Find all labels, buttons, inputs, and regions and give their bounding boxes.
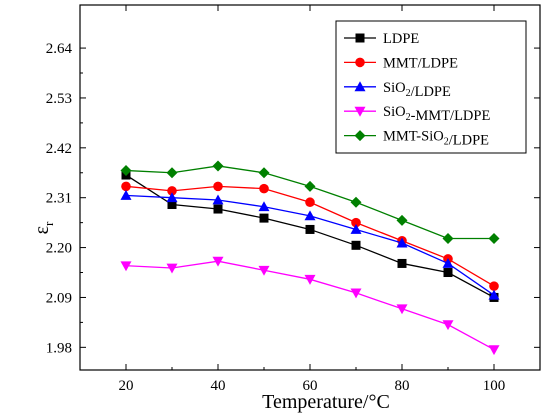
data-point-series-3 — [442, 320, 454, 331]
data-point-series-3 — [396, 304, 408, 315]
data-point-series-2 — [304, 210, 316, 221]
y-tick-label: 2.20 — [46, 241, 72, 257]
data-point-series-3 — [488, 345, 500, 356]
x-tick-label: 100 — [483, 378, 506, 394]
legend-label-part: /LDPE — [411, 84, 451, 100]
y-tick-label: 2.64 — [46, 41, 73, 57]
data-point-series-1 — [121, 181, 131, 192]
legend-marker — [355, 57, 365, 68]
y-axis-label-sub: r — [41, 221, 56, 226]
data-point-series-3 — [212, 256, 224, 267]
data-point-series-0 — [397, 258, 407, 268]
x-tick-label: 80 — [395, 378, 410, 394]
data-point-series-0 — [259, 213, 269, 223]
data-point-series-1 — [259, 183, 269, 194]
data-point-series-2 — [120, 189, 132, 200]
legend-marker — [354, 106, 366, 117]
data-point-series-4 — [442, 233, 454, 245]
data-point-series-4 — [488, 233, 500, 245]
legend-marker — [354, 130, 366, 142]
data-point-series-1 — [489, 281, 499, 291]
data-point-series-4 — [166, 167, 178, 179]
data-point-series-0 — [443, 268, 453, 278]
data-point-series-0 — [351, 240, 361, 250]
legend-label-part: 2 — [406, 88, 411, 99]
data-point-series-2 — [258, 201, 270, 212]
data-point-series-1 — [351, 217, 361, 228]
y-tick-label: 1.98 — [46, 340, 72, 356]
data-point-series-0 — [167, 200, 177, 210]
x-tick-label: 20 — [119, 378, 134, 394]
legend-label-part: MMT-SiO — [383, 129, 444, 145]
legend-label-part: /LDPE — [449, 133, 489, 149]
legend-label: SiO2/LDPE — [383, 80, 451, 100]
legend-marker — [355, 33, 365, 43]
data-point-series-4 — [212, 160, 224, 172]
legend-label-part: LDPE — [383, 31, 419, 47]
data-point-series-3 — [120, 261, 132, 272]
data-point-series-3 — [166, 263, 178, 274]
data-point-series-0 — [213, 204, 223, 214]
legend-label-part: -MMT/LDPE — [411, 108, 491, 124]
data-point-series-4 — [120, 164, 132, 176]
legend-marker — [354, 81, 366, 92]
legend-label: LDPE — [383, 31, 419, 47]
x-axis-label: Temperature/°C — [262, 391, 390, 413]
data-point-series-3 — [350, 288, 362, 299]
legend-label: MMT/LDPE — [383, 55, 458, 71]
data-point-series-3 — [258, 265, 270, 276]
data-point-series-3 — [304, 274, 316, 285]
data-point-series-1 — [213, 181, 223, 192]
legend: LDPEMMT/LDPESiO2/LDPESiO2-MMT/LDPEMMT-Si… — [335, 20, 527, 154]
data-point-series-2 — [166, 192, 178, 203]
y-tick-label: 2.53 — [46, 91, 72, 107]
data-point-series-1 — [167, 186, 177, 196]
data-point-series-1 — [305, 197, 315, 208]
data-point-series-2 — [442, 257, 454, 268]
legend-label-part: SiO — [383, 80, 406, 96]
data-point-series-2 — [212, 194, 224, 205]
legend-label: SiO2-MMT/LDPE — [383, 104, 490, 124]
data-point-series-2 — [350, 223, 362, 234]
x-tick-label: 40 — [211, 378, 226, 394]
data-point-series-2 — [488, 289, 500, 300]
legend-label-part: SiO — [383, 104, 406, 120]
axes-layer: 1.98 2.09 2.20 2.31 2.42 2.53 2.64 20 40 60 80 100 — [46, 5, 540, 394]
y-axis-label: εr — [31, 221, 56, 234]
series-line-3 — [125, 260, 495, 351]
data-point-series-4 — [304, 180, 316, 192]
x-tick-label: 60 — [303, 378, 318, 394]
data-point-series-4 — [396, 214, 408, 226]
data-point-series-4 — [258, 167, 270, 179]
data-point-series-4 — [350, 196, 362, 208]
data-point-series-2 — [396, 237, 408, 248]
y-tick-label: 2.31 — [46, 191, 72, 207]
series-layer — [120, 160, 500, 356]
legend-label: MMT-SiO2/LDPE — [383, 129, 489, 149]
y-tick-label: 2.09 — [46, 290, 72, 306]
y-tick-label: 2.42 — [46, 141, 72, 157]
data-point-series-0 — [305, 224, 315, 234]
y-axis-label-base: ε — [31, 226, 53, 234]
legend-label-part: 2 — [406, 112, 411, 123]
legend-label-part: MMT/LDPE — [383, 55, 458, 71]
legend-label-part: 2 — [444, 137, 449, 148]
